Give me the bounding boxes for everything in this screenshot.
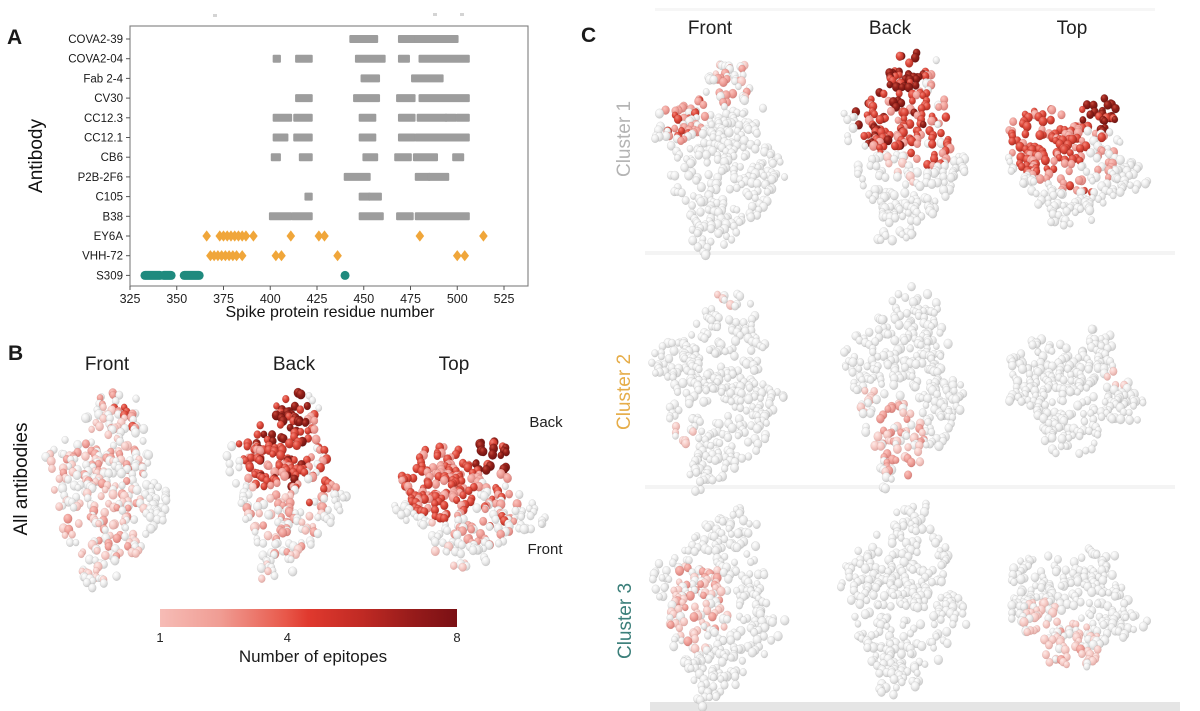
svg-text:325: 325 bbox=[120, 292, 141, 306]
svg-text:CC12.3: CC12.3 bbox=[84, 113, 123, 125]
svg-text:525: 525 bbox=[494, 292, 515, 306]
protein-structure-c1-back bbox=[840, 48, 970, 246]
svg-text:CB6: CB6 bbox=[101, 152, 123, 164]
protein-structure-c2-top bbox=[1005, 324, 1147, 458]
x-axis: 325 350 375 400 425 450 475 500 525 bbox=[120, 286, 515, 306]
image-edge-strip bbox=[655, 8, 1155, 11]
svg-text:P2B-2F6: P2B-2F6 bbox=[78, 172, 123, 184]
panel-a-label: A bbox=[7, 26, 23, 49]
image-edge-strip bbox=[645, 251, 1175, 255]
antibody-row-C105: C105 bbox=[96, 192, 382, 204]
svg-text:500: 500 bbox=[447, 292, 468, 306]
protein-structure-c3-top bbox=[1007, 544, 1151, 671]
svg-text:VHH-72: VHH-72 bbox=[82, 251, 123, 263]
stray-mark bbox=[433, 13, 437, 16]
antibody-row-B38: B38 bbox=[103, 211, 470, 223]
panel-b-row-label: All antibodies bbox=[11, 422, 32, 536]
antibody-row-S309: S309 bbox=[96, 270, 350, 282]
svg-text:475: 475 bbox=[400, 292, 421, 306]
svg-text:COVA2-39: COVA2-39 bbox=[68, 34, 123, 46]
annotation-back: Back bbox=[529, 414, 563, 431]
cluster-1-label: Cluster 1 bbox=[614, 100, 635, 178]
antibody-row-CC12.3: CC12.3 bbox=[84, 113, 470, 125]
antibody-row-EY6A: EY6A bbox=[94, 230, 488, 243]
svg-text:C105: C105 bbox=[96, 192, 124, 204]
svg-text:CV30: CV30 bbox=[94, 93, 123, 105]
panel-b-header-front: Front bbox=[84, 354, 130, 375]
panel-b-header-top: Top bbox=[438, 354, 470, 375]
colorbar-ticks: 1 4 8 bbox=[156, 630, 461, 646]
panel-b-label: B bbox=[8, 342, 24, 365]
panel-b-header-back: Back bbox=[272, 354, 316, 375]
annotation-front: Front bbox=[527, 541, 563, 558]
protein-structure-b-back bbox=[222, 387, 351, 583]
svg-text:COVA2-04: COVA2-04 bbox=[68, 54, 123, 66]
svg-text:S309: S309 bbox=[96, 270, 123, 282]
stray-mark bbox=[460, 13, 464, 16]
antibody-row-Fab 2-4: Fab 2-4 bbox=[83, 73, 444, 85]
svg-text:Fab 2-4: Fab 2-4 bbox=[83, 73, 123, 85]
epitope-colorbar bbox=[160, 609, 457, 627]
plot-box bbox=[129, 25, 529, 287]
svg-text:CC12.1: CC12.1 bbox=[84, 133, 123, 145]
antibody-row-CB6: CB6 bbox=[101, 152, 465, 164]
panel-c-header-front: Front bbox=[687, 18, 733, 39]
protein-structure-c1-front bbox=[651, 60, 789, 261]
protein-structure-c1-top bbox=[1005, 94, 1152, 230]
x-axis-title: Spike protein residue number bbox=[225, 304, 435, 321]
image-edge-strip bbox=[645, 485, 1175, 489]
protein-structure-c3-back bbox=[837, 499, 971, 700]
antibody-row-CV30: CV30 bbox=[94, 93, 470, 105]
y-axis-title: Antibody bbox=[26, 119, 47, 193]
svg-text:450: 450 bbox=[353, 292, 374, 306]
colorbar-tick-8: 8 bbox=[453, 630, 461, 645]
colorbar-tick-4: 4 bbox=[283, 630, 292, 645]
protein-structure-c2-back bbox=[840, 282, 968, 494]
svg-text:350: 350 bbox=[166, 292, 187, 306]
stray-mark bbox=[213, 14, 217, 17]
epitope-residue-chart: 325 350 375 400 425 450 475 500 525 COVA2-39 COVA2… bbox=[68, 25, 529, 306]
protein-structure-c3-front bbox=[649, 504, 790, 711]
antibody-row-CC12.1: CC12.1 bbox=[84, 133, 470, 145]
svg-text:375: 375 bbox=[213, 292, 234, 306]
antibody-row-COVA2-39: COVA2-39 bbox=[68, 34, 459, 46]
svg-text:EY6A: EY6A bbox=[94, 231, 124, 243]
svg-text:B38: B38 bbox=[103, 211, 123, 223]
antibody-row-COVA2-04: COVA2-04 bbox=[68, 54, 470, 66]
antibody-row-P2B-2F6: P2B-2F6 bbox=[78, 172, 450, 184]
panel-c-header-back: Back bbox=[868, 18, 912, 39]
cluster-3-label: Cluster 3 bbox=[615, 582, 636, 660]
panel-c-label: C bbox=[581, 24, 597, 47]
colorbar-tick-1: 1 bbox=[156, 630, 164, 645]
cluster-2-label: Cluster 2 bbox=[614, 353, 635, 431]
svg-text:400: 400 bbox=[260, 292, 281, 306]
panel-c-header-top: Top bbox=[1056, 18, 1088, 39]
protein-structure-b-front bbox=[41, 388, 171, 593]
colorbar-label: Number of epitopes bbox=[238, 647, 388, 666]
protein-structure-c2-front bbox=[648, 289, 788, 496]
svg-text:425: 425 bbox=[307, 292, 328, 306]
image-edge-strip bbox=[650, 702, 1180, 711]
antibody-row-VHH-72: VHH-72 bbox=[82, 250, 470, 263]
